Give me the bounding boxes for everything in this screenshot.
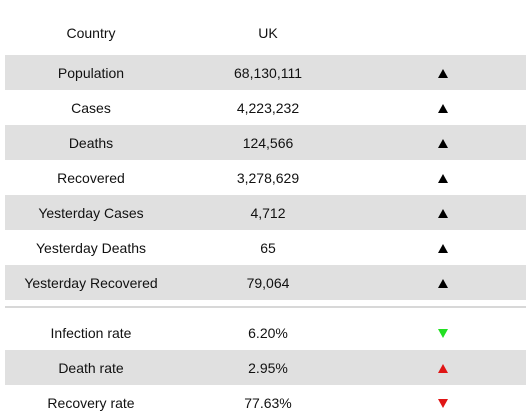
rate-row-recovery: Recovery rate 77.63%: [5, 385, 526, 420]
stat-row-population: Population 68,130,111: [5, 55, 526, 90]
triangle-down-icon: [437, 399, 448, 409]
stat-label: Yesterday Cases: [38, 204, 144, 221]
triangle-up-icon: [437, 69, 448, 79]
stat-row-recovered: Recovered 3,278,629: [5, 160, 526, 195]
stat-value: 4,712: [250, 204, 286, 221]
rate-value: 6.20%: [248, 324, 288, 341]
stat-row-yesterday-deaths: Yesterday Deaths 65: [5, 230, 526, 265]
stat-value: 68,130,111: [234, 64, 302, 81]
triangle-up-icon: [437, 244, 448, 254]
stat-label: Yesterday Recovered: [24, 274, 158, 291]
rate-value: 77.63%: [244, 394, 292, 411]
rate-label: Infection rate: [50, 324, 132, 341]
rate-value: 2.95%: [248, 359, 288, 376]
stat-row-yesterday-cases: Yesterday Cases 4,712: [5, 195, 526, 230]
stat-row-cases: Cases 4,223,232: [5, 90, 526, 125]
triangle-up-icon: [437, 364, 448, 374]
triangle-up-icon: [437, 104, 448, 114]
stat-value: 65: [260, 239, 276, 256]
section-divider: [5, 306, 526, 308]
triangle-up-icon: [437, 209, 448, 219]
stat-label: Yesterday Deaths: [36, 239, 146, 256]
rate-label: Recovery rate: [47, 394, 135, 411]
stat-value: 3,278,629: [236, 169, 300, 186]
triangle-down-icon: [437, 329, 448, 339]
stat-label: Cases: [71, 99, 111, 116]
rate-row-death: Death rate 2.95%: [5, 350, 526, 385]
stat-label: Recovered: [57, 169, 125, 186]
stat-row-yesterday-recovered: Yesterday Recovered 79,064: [5, 265, 526, 300]
stat-value: 124,566: [242, 134, 294, 151]
header-row: Country UK: [5, 10, 526, 55]
stat-label: Population: [57, 64, 125, 81]
triangle-up-icon: [437, 174, 448, 184]
rate-label: Death rate: [58, 359, 124, 376]
stat-value: 79,064: [246, 274, 290, 291]
header-country-label: Country: [66, 24, 116, 41]
stat-row-deaths: Deaths 124,566: [5, 125, 526, 160]
header-country-value: UK: [258, 24, 278, 41]
stat-label: Deaths: [68, 134, 114, 151]
triangle-up-icon: [437, 139, 448, 149]
stat-value: 4,223,232: [236, 99, 300, 116]
triangle-up-icon: [437, 279, 448, 289]
rate-row-infection: Infection rate 6.20%: [5, 315, 526, 350]
